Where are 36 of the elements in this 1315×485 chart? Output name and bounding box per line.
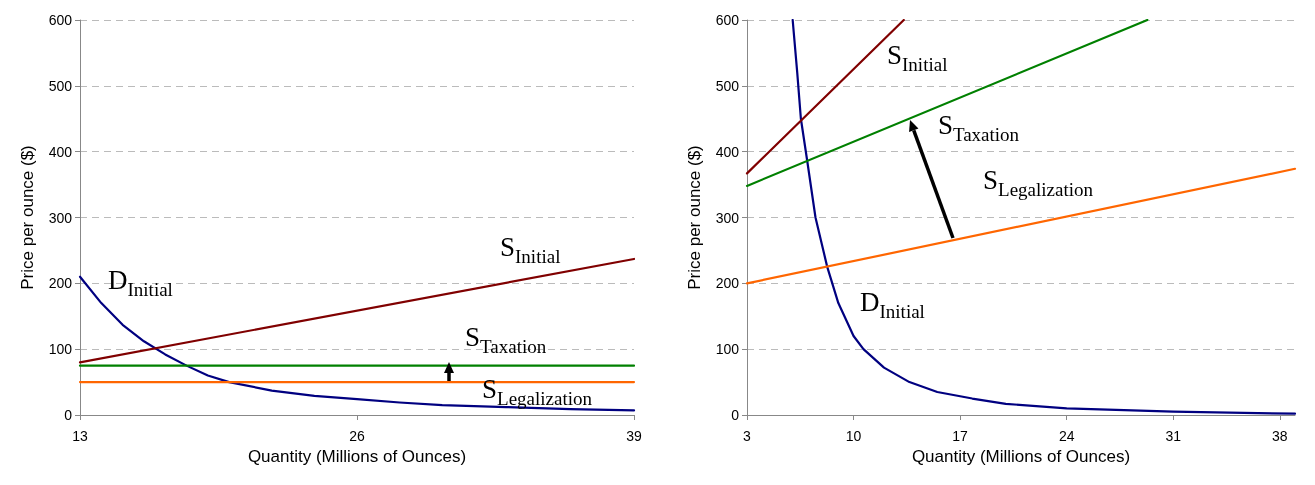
- y-axis-title: Price per ounce ($): [18, 145, 37, 290]
- y-tick-label: 400: [715, 143, 740, 160]
- x-axis-title: Quantity (Millions of Ounces): [911, 446, 1131, 466]
- x-tick-label: 31: [1165, 428, 1182, 444]
- y-tick-label: 0: [64, 407, 73, 423]
- x-tick-label: 38: [1271, 428, 1288, 444]
- x-tick-label: 13: [72, 428, 88, 444]
- annotation: S$_{Taxation}$: [937, 110, 1020, 145]
- y-tick-label: 200: [48, 275, 73, 292]
- x-tick-label: 17: [952, 428, 969, 444]
- annotation: D$_{Initial}$: [108, 265, 173, 300]
- x-axis-title: Quantity (Millions of Ounces): [247, 446, 467, 466]
- y-tick-label: 300: [715, 209, 740, 226]
- annotation: S$_{Legalization}$: [482, 374, 592, 409]
- x-tick-label: 24: [1058, 428, 1075, 444]
- x-tick-label: 26: [349, 428, 365, 444]
- x-tick-label: 39: [626, 428, 642, 444]
- annotation: S$_{Legalization}$: [983, 165, 1093, 200]
- annotation: S$_{Taxation}$: [465, 322, 547, 357]
- y-tick-label: 0: [731, 407, 740, 423]
- y-tick-label: 100: [715, 341, 740, 358]
- line-series: [791, 18, 1297, 415]
- y-tick-label: 200: [715, 275, 740, 292]
- annotation: S$_{Initial}$: [500, 232, 561, 267]
- x-tick-label: 10: [845, 428, 862, 444]
- annotation: D$_{Initial}$: [860, 287, 925, 322]
- y-tick-label: 300: [48, 209, 73, 226]
- y-tick-label: 500: [48, 77, 73, 94]
- y-tick-label: 600: [715, 12, 740, 28]
- y-axis-title: Price per ounce ($): [685, 145, 704, 290]
- y-tick-label: 400: [48, 143, 73, 160]
- y-tick-label: 100: [48, 341, 73, 358]
- x-tick-label: 3: [743, 428, 752, 444]
- y-tick-label: 500: [715, 77, 740, 94]
- y-tick-label: 600: [48, 12, 73, 28]
- annotation: S$_{Initial}$: [887, 40, 948, 75]
